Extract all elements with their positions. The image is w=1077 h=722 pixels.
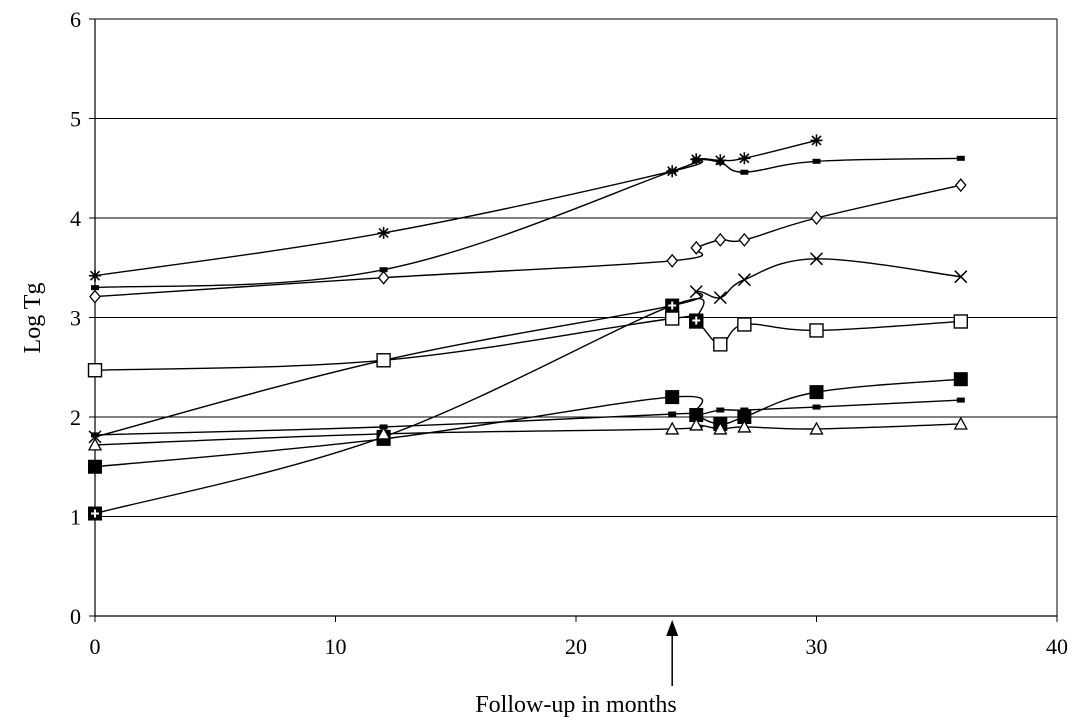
marker-dash bbox=[692, 157, 701, 163]
marker-dash bbox=[668, 168, 677, 174]
marker-x bbox=[713, 291, 727, 305]
y-tick-label: 5 bbox=[70, 107, 81, 132]
gridlines bbox=[95, 18, 1058, 616]
x-tick-label: 10 bbox=[325, 634, 347, 659]
marker-dash bbox=[956, 397, 965, 403]
marker-filled-square bbox=[809, 385, 824, 400]
axes bbox=[89, 18, 1058, 622]
marker-hollow-cross-inner bbox=[91, 509, 99, 518]
marker-open-square bbox=[87, 363, 103, 378]
marker-dash bbox=[668, 411, 677, 417]
marker-filled-square bbox=[737, 410, 752, 424]
series-2 bbox=[91, 155, 965, 291]
marker-triangle bbox=[689, 417, 704, 431]
series-line bbox=[94, 378, 961, 468]
marker-diamond bbox=[666, 253, 679, 268]
marker-dash bbox=[740, 169, 749, 175]
marker-triangle bbox=[809, 421, 824, 435]
y-axis-label: Log Tg bbox=[20, 283, 46, 354]
marker-x bbox=[954, 270, 968, 284]
y-tick-label: 2 bbox=[70, 405, 81, 430]
annotation-arrow-head bbox=[666, 620, 679, 636]
marker-star bbox=[89, 269, 101, 282]
marker-dash bbox=[91, 285, 99, 291]
series-9 bbox=[87, 416, 968, 451]
marker-triangle bbox=[376, 426, 391, 440]
marker-triangle bbox=[713, 421, 728, 435]
marker-x bbox=[689, 285, 703, 299]
y-tick-label: 3 bbox=[70, 306, 81, 331]
marker-open-square bbox=[737, 317, 752, 332]
series-7 bbox=[88, 372, 968, 474]
series-line bbox=[94, 314, 961, 371]
marker-triangle bbox=[87, 437, 103, 451]
marker-triangle bbox=[953, 416, 968, 430]
marker-open-square bbox=[376, 353, 391, 368]
marker-dash bbox=[692, 412, 701, 418]
marker-diamond bbox=[377, 270, 390, 285]
marker-diamond bbox=[738, 232, 751, 247]
marker-filled-square bbox=[665, 390, 680, 405]
marker-x bbox=[809, 252, 824, 266]
marker-open-square bbox=[809, 323, 824, 338]
series-1 bbox=[89, 134, 823, 282]
marker-diamond bbox=[714, 232, 727, 247]
marker-triangle bbox=[665, 421, 680, 435]
x-tick-label: 0 bbox=[90, 634, 101, 659]
marker-hollow-cross-inner bbox=[692, 316, 701, 325]
marker-dash bbox=[956, 155, 965, 161]
marker-star bbox=[810, 134, 823, 147]
marker-dash bbox=[740, 407, 749, 413]
series-4 bbox=[88, 252, 968, 444]
y-tick-label: 1 bbox=[70, 505, 81, 530]
series-6 bbox=[88, 298, 705, 521]
marker-dash bbox=[716, 159, 725, 165]
series-3 bbox=[89, 178, 967, 304]
annotation-group bbox=[666, 620, 679, 686]
marker-hollow-cross-inner bbox=[668, 301, 677, 310]
marker-dash bbox=[812, 404, 821, 410]
series-line bbox=[94, 139, 817, 277]
series-line bbox=[94, 298, 705, 515]
marker-star bbox=[377, 226, 390, 239]
marker-x bbox=[737, 273, 751, 287]
marker-dash bbox=[379, 267, 388, 273]
marker-dash bbox=[91, 432, 99, 438]
marker-diamond bbox=[954, 178, 967, 193]
series-line bbox=[94, 184, 961, 298]
x-tick-label: 20 bbox=[565, 634, 587, 659]
marker-star bbox=[738, 152, 751, 165]
y-tick-label: 6 bbox=[70, 7, 81, 32]
y-tick-label: 4 bbox=[70, 206, 81, 231]
marker-diamond bbox=[89, 289, 101, 304]
x-tick-label: 40 bbox=[1046, 634, 1068, 659]
marker-dash bbox=[716, 407, 725, 413]
marker-diamond bbox=[810, 210, 823, 226]
x-tick-label: 30 bbox=[806, 634, 828, 659]
marker-filled-square bbox=[88, 459, 102, 474]
series-group bbox=[87, 134, 968, 521]
series-5 bbox=[87, 311, 968, 378]
series-line bbox=[94, 423, 961, 446]
series-line bbox=[94, 157, 961, 289]
marker-open-square bbox=[953, 314, 968, 329]
marker-triangle bbox=[737, 419, 752, 433]
marker-dash bbox=[812, 158, 821, 164]
tick-labels: 0 1 2 3 4 5 6 0 10 20 30 40 bbox=[70, 7, 1068, 659]
marker-open-square bbox=[713, 337, 728, 352]
x-axis-label: Follow-up in months bbox=[475, 692, 676, 718]
marker-diamond bbox=[690, 240, 703, 255]
marker-open-square bbox=[665, 311, 680, 326]
marker-filled-square bbox=[953, 372, 968, 387]
y-tick-label: 0 bbox=[70, 604, 81, 629]
